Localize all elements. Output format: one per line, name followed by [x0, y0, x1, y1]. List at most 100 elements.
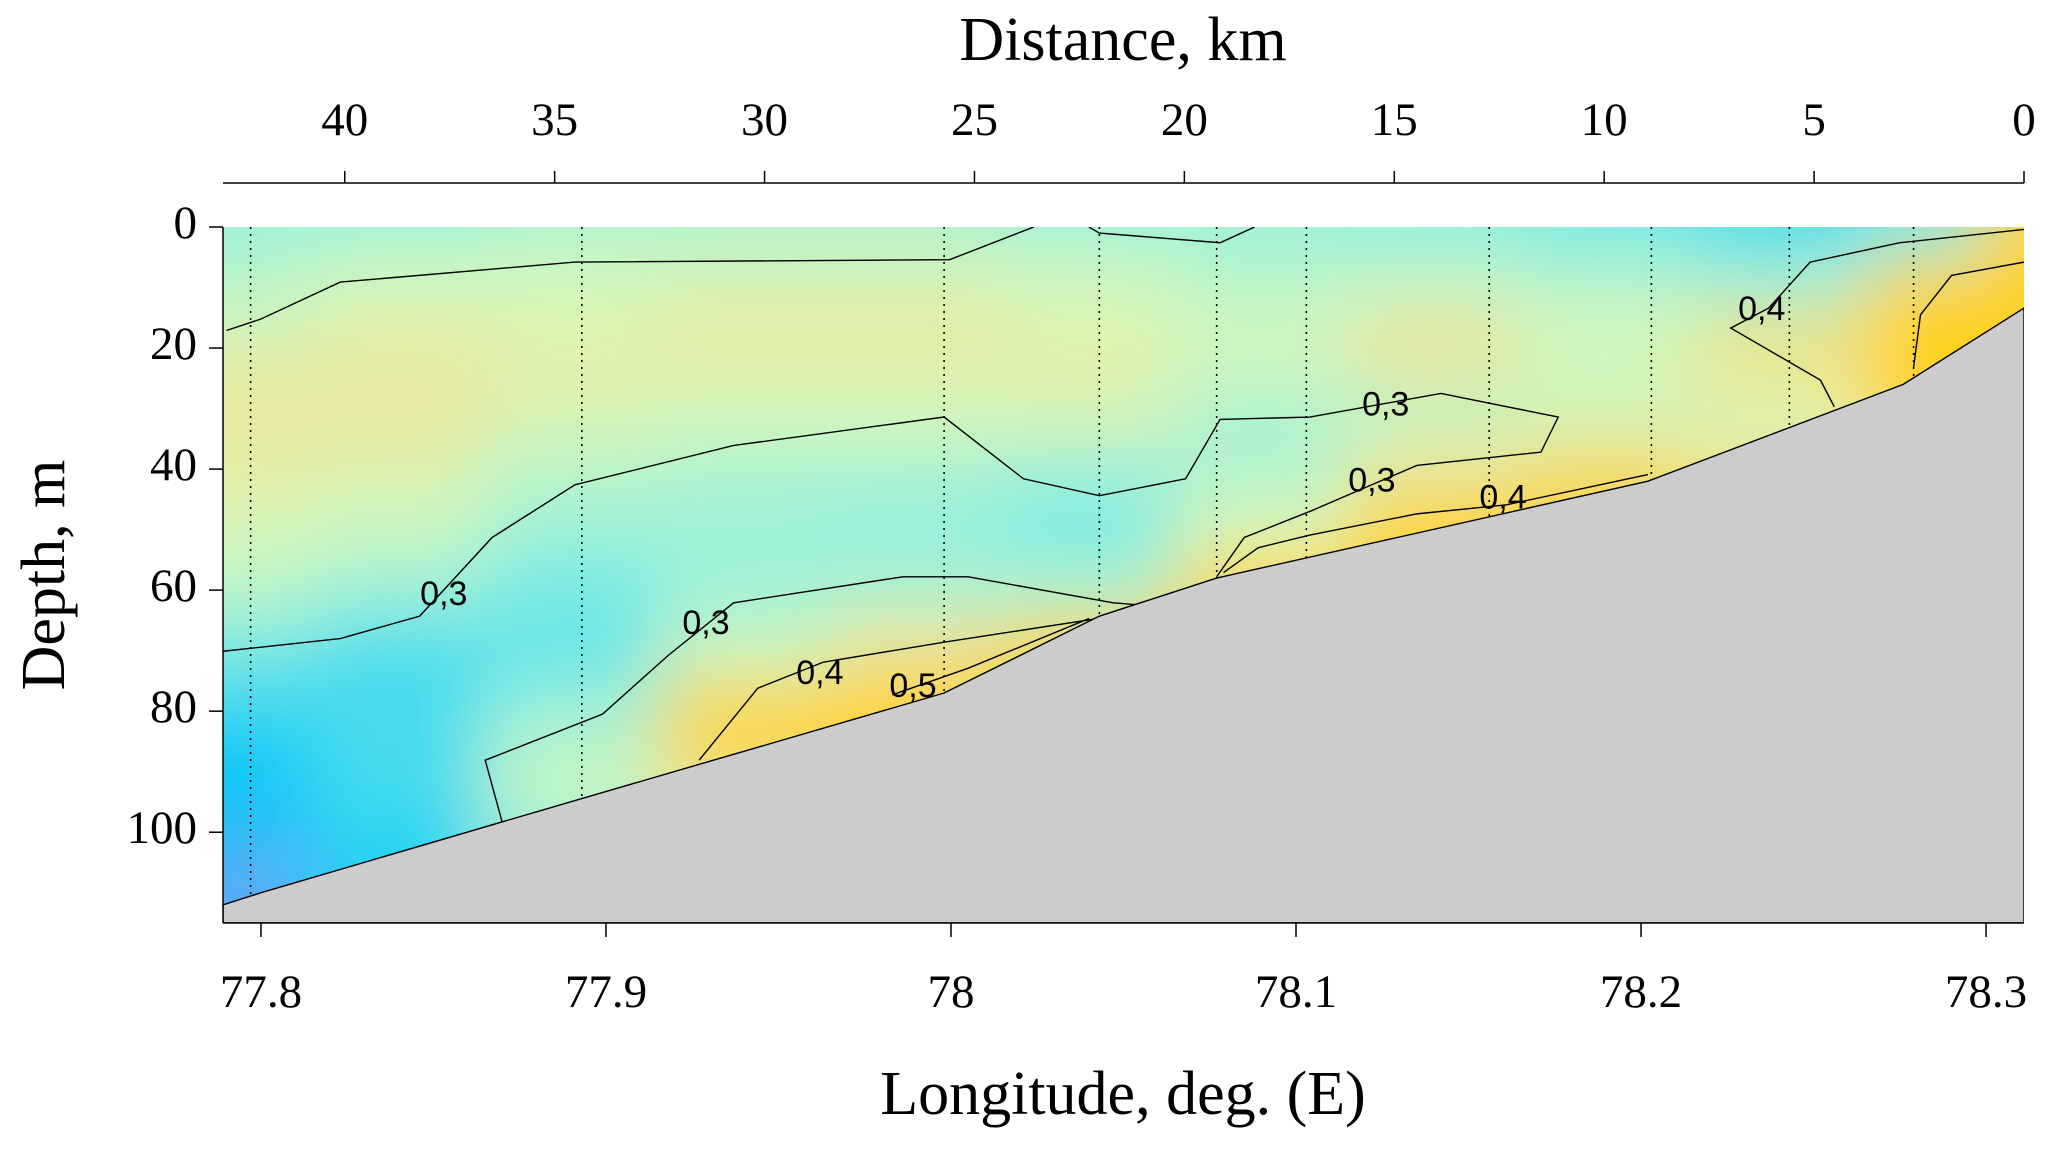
contour-line — [223, 392, 1560, 652]
field-cell — [830, 317, 1004, 380]
x-tick-label: 78 — [927, 966, 974, 1018]
top-tick-label: 10 — [1581, 94, 1628, 146]
field-cell — [830, 378, 1004, 440]
field-cell — [1520, 257, 1694, 319]
contour-label: 0,4 — [1479, 478, 1526, 516]
field-cell — [657, 680, 832, 743]
contour-line — [1223, 473, 1649, 574]
field-clip — [223, 227, 2024, 923]
field-cell — [830, 559, 1004, 622]
field-cell — [1002, 438, 1177, 501]
field-cell — [830, 438, 1004, 501]
field-cell — [1002, 317, 1177, 380]
field-cell — [830, 257, 1004, 319]
field-cell — [485, 438, 659, 501]
field-cell — [223, 620, 314, 682]
field-cell — [1865, 227, 1988, 259]
field-cell — [1175, 257, 1349, 319]
field-cell — [485, 680, 659, 743]
top-tick-label: 25 — [951, 94, 998, 146]
contour-label: 0,3 — [1362, 386, 1409, 424]
field-cell — [1692, 257, 1867, 319]
field-cell — [1347, 227, 1522, 259]
field-cell — [1175, 317, 1349, 380]
top-tick-label: 15 — [1371, 94, 1418, 146]
contour-label: 0,5 — [889, 667, 936, 705]
top-tick-label: 40 — [321, 94, 368, 146]
field-cell — [1347, 317, 1522, 380]
field-cell — [1002, 378, 1177, 440]
y-tick-label: 20 — [150, 318, 197, 370]
top-tick-label: 30 — [741, 94, 788, 146]
y-tick-label: 60 — [150, 560, 197, 612]
field-cell — [312, 741, 487, 803]
field-cell — [1175, 438, 1349, 501]
field-cell — [223, 317, 314, 380]
x-tick-label: 78.3 — [1945, 966, 2027, 1018]
field-cell — [485, 257, 659, 319]
field-cell — [657, 227, 832, 259]
x-tick-label: 77.8 — [220, 966, 302, 1018]
field-cell — [1692, 317, 1867, 380]
y-tick-label: 40 — [150, 439, 197, 491]
field-cell — [1986, 257, 2024, 319]
contour-line — [892, 617, 1090, 696]
field-cell — [657, 378, 832, 440]
field-cell — [1520, 227, 1694, 259]
x-tick-label: 77.9 — [565, 966, 647, 1018]
field-cell — [312, 680, 487, 743]
field-cell — [485, 499, 659, 561]
field-cell — [312, 499, 487, 561]
field-cell — [1520, 317, 1694, 380]
field-cell — [1175, 227, 1349, 259]
x-tick-label: 78.2 — [1600, 966, 1682, 1018]
field-cell — [485, 620, 659, 682]
field-cell — [485, 227, 659, 259]
field-cell — [312, 378, 487, 440]
field-cell — [1347, 378, 1522, 440]
contour-label: 0,3 — [682, 604, 729, 642]
field-cell — [1002, 499, 1177, 561]
field-cell — [223, 257, 314, 319]
field-cell — [223, 680, 314, 743]
field-cell — [830, 499, 1004, 561]
field-cell — [1002, 227, 1177, 259]
field-cell — [312, 257, 487, 319]
y-axis-title: Depth, m — [10, 460, 78, 691]
field-cell — [1520, 378, 1694, 440]
field-cell — [657, 438, 832, 501]
contour-label: 0,4 — [1738, 290, 1785, 328]
field-cell — [1347, 438, 1522, 501]
contour-label: 0,3 — [1348, 461, 1395, 499]
field-cell — [1692, 227, 1867, 259]
field-cell — [223, 741, 314, 803]
field-cell — [1347, 257, 1522, 319]
field-cell — [657, 559, 832, 622]
top-tick-label: 0 — [2012, 94, 2036, 146]
field-cell — [312, 620, 487, 682]
field-cell — [223, 378, 314, 440]
contour-line — [698, 615, 1114, 761]
field-cell — [485, 559, 659, 622]
field-cell — [657, 499, 832, 561]
field-cell — [830, 620, 1004, 682]
field-cell — [1002, 257, 1177, 319]
field-cell — [485, 317, 659, 380]
field-cell — [657, 317, 832, 380]
contour-line — [1912, 261, 2024, 368]
field-cell — [223, 499, 314, 561]
field-cell — [312, 559, 487, 622]
x-axis-title: Longitude, deg. (E) — [880, 1060, 1366, 1128]
y-tick-label: 100 — [127, 802, 198, 854]
field-cell — [223, 438, 314, 501]
y-tick-label: 80 — [150, 681, 197, 733]
top-axis-title: Distance, km — [959, 6, 1286, 74]
field-cell — [830, 227, 1004, 259]
sea-bottom — [223, 307, 2024, 923]
field-cell — [312, 227, 487, 259]
contour-label: 0,3 — [420, 575, 467, 613]
field-cell — [223, 227, 314, 259]
contour-line — [1088, 227, 1255, 244]
top-tick-label: 35 — [531, 94, 578, 146]
